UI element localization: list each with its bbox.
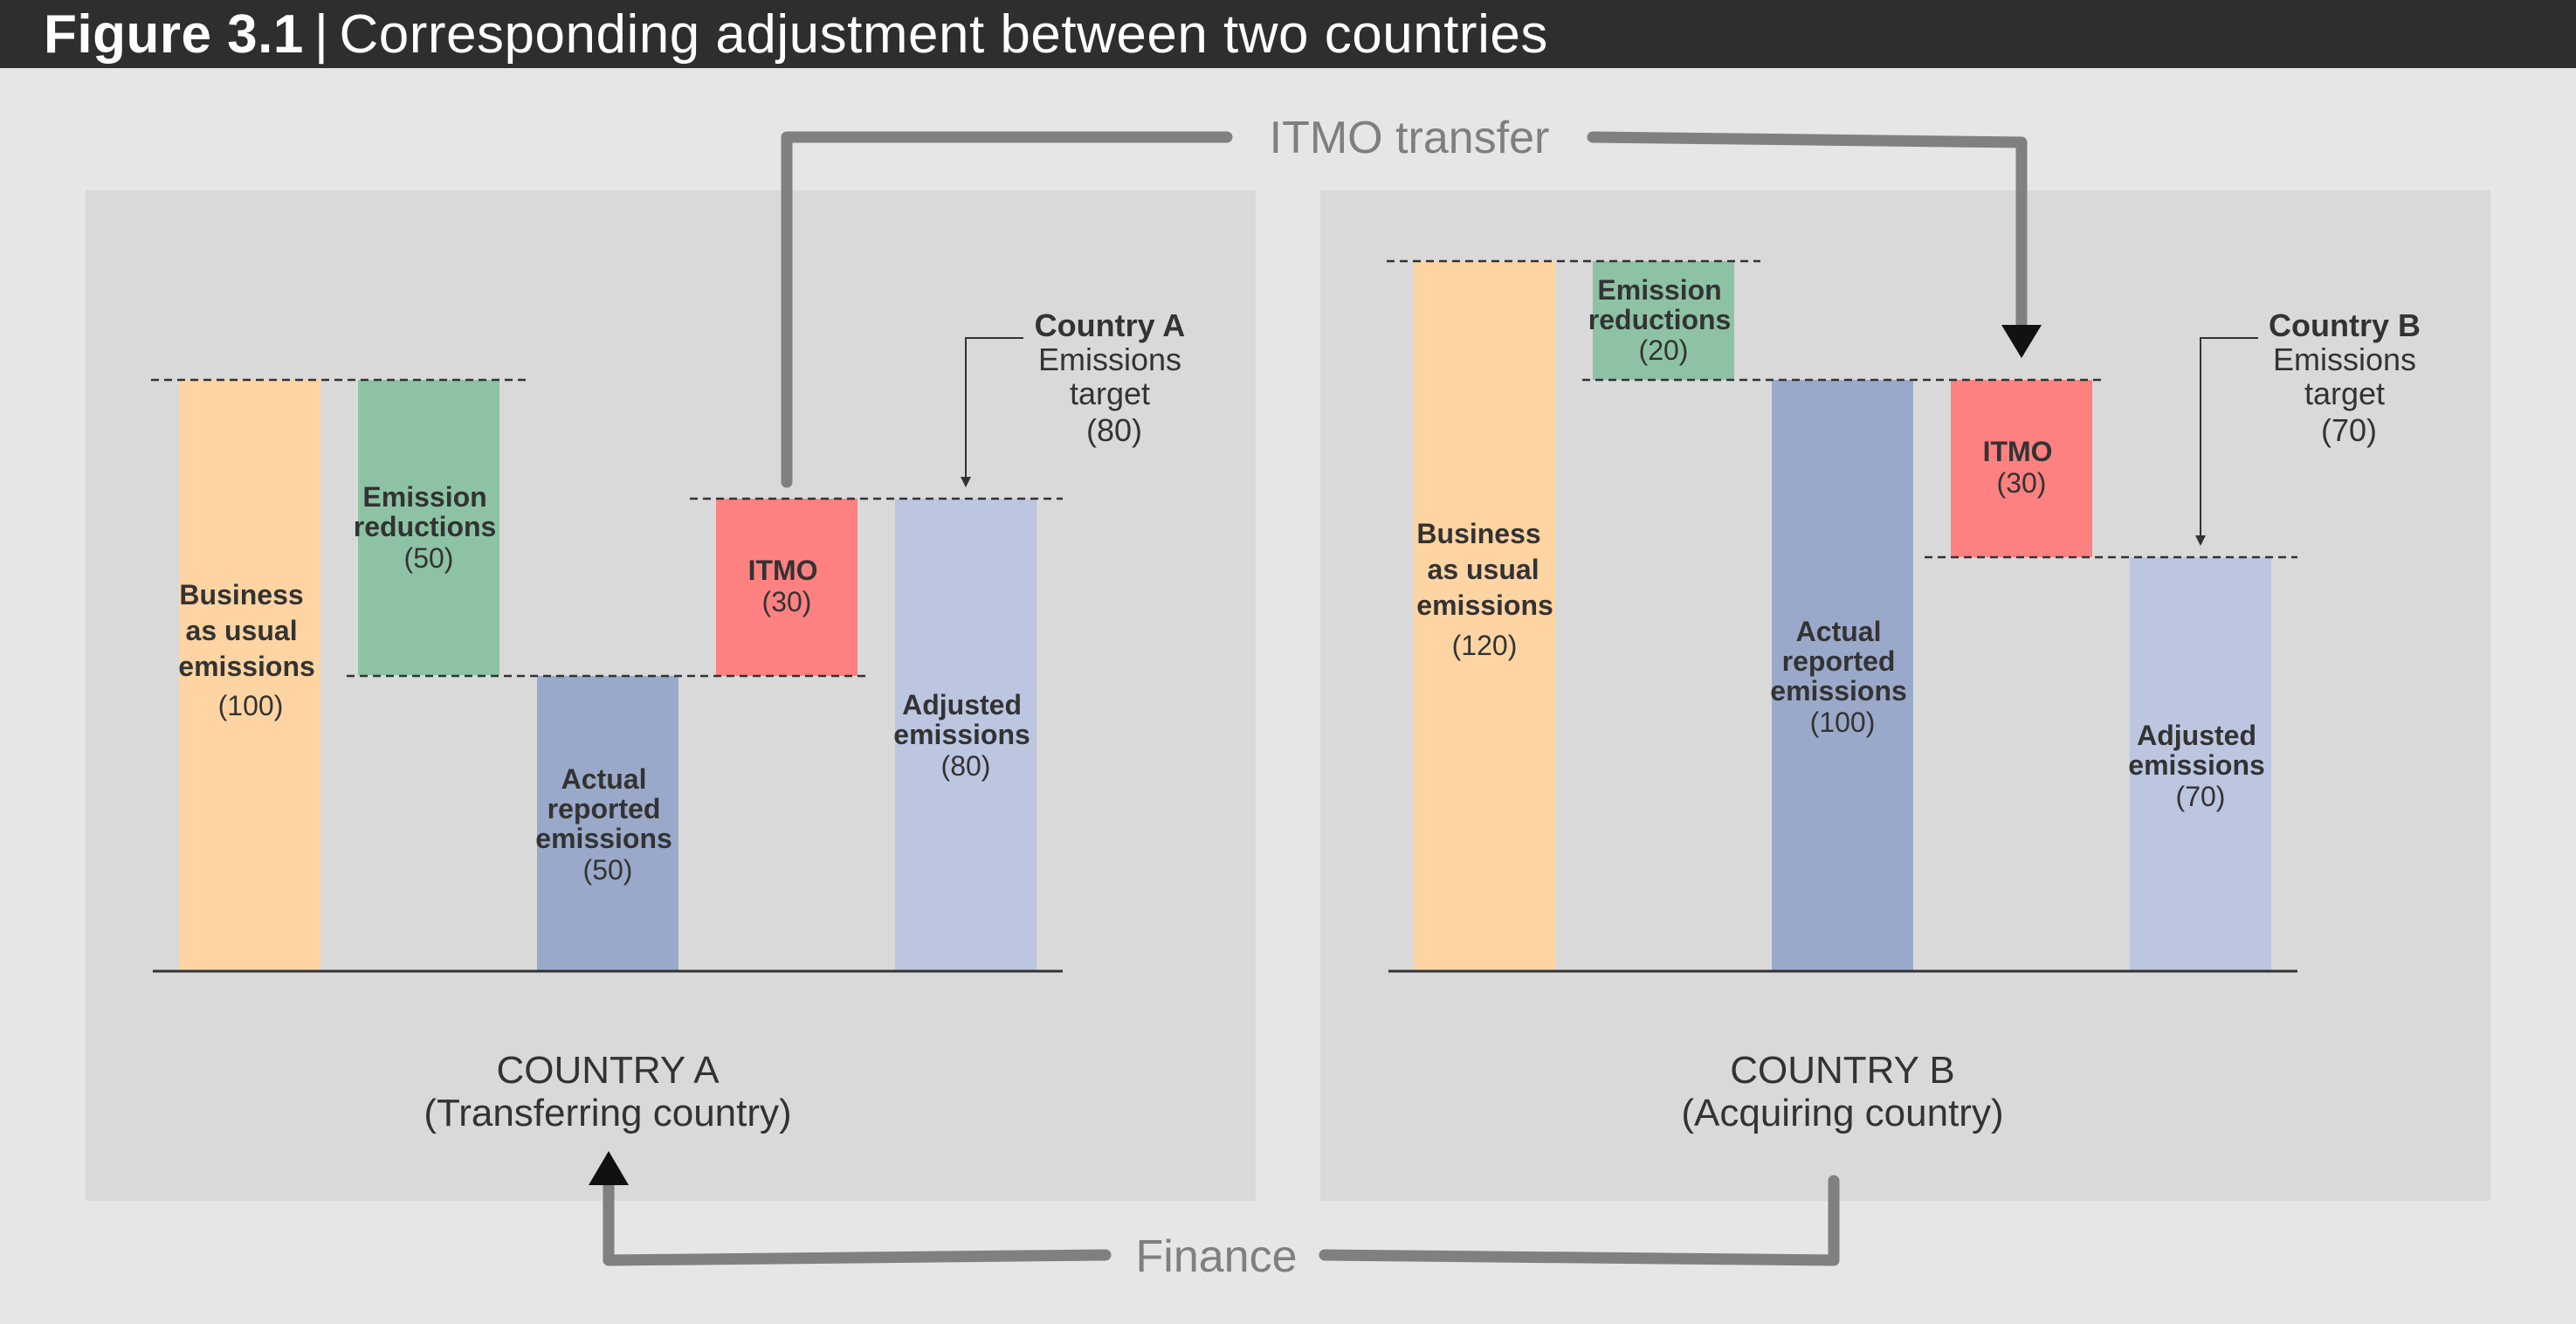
country-b-itmo-label: ITMO (30)	[1983, 436, 2061, 499]
country-b-chart: Business as usual emissions (120) Emissi…	[1387, 259, 2429, 1134]
country-a-actual-label: Actual reported emissions (50)	[535, 763, 679, 886]
country-b-bau-label: Business as usual emissions (120)	[1416, 518, 1560, 661]
itmo-transfer-arrow-left	[781, 131, 1233, 488]
country-a-target-label: Country A Emissions target (80)	[1035, 307, 1195, 448]
country-a-actual-bar	[537, 676, 678, 971]
country-b-actual-bar	[1772, 380, 1913, 971]
title-separator: |	[313, 3, 329, 65]
figure-title-text: Corresponding adjustment between two cou…	[339, 3, 1548, 65]
figure-label: Figure 3.1	[44, 3, 304, 65]
header-bar: Figure 3.1 | Corresponding adjustment betw…	[0, 0, 2576, 68]
country-a-adjusted-bar	[895, 499, 1037, 971]
itmo-transfer-label: ITMO transfer	[1270, 113, 1550, 163]
finance-arrow-left	[603, 1177, 1112, 1266]
country-b-reductions-label: Emission reductions (20)	[1588, 274, 1739, 366]
country-a-reductions-label: Emission reductions (50)	[354, 481, 504, 574]
itmo-transfer-arrowhead	[2001, 325, 2042, 358]
country-a-itmo-bar	[716, 499, 858, 676]
country-b-reductions-bar	[1593, 261, 1734, 380]
itmo-transfer-arrow-right	[1587, 131, 2028, 331]
figure-title: Figure 3.1 | Corresponding adjustment betw…	[0, 3, 1548, 66]
country-b-bau-bar	[1414, 261, 1555, 971]
finance-arrow-right	[1319, 1175, 1840, 1266]
country-b-role: (Acquiring country)	[1681, 1092, 2003, 1134]
country-a-role: (Transferring country)	[424, 1092, 791, 1134]
country-a-itmo-label: ITMO (30)	[748, 555, 826, 617]
country-a-reductions-bar	[358, 380, 499, 675]
country-a-target-pointer	[965, 337, 1023, 479]
finance-label: Finance	[1136, 1231, 1298, 1282]
country-a-adjusted-label: Adjusted emissions (80)	[893, 689, 1037, 782]
country-a-chart: Business as usual emissions (100) Emissi…	[151, 307, 1195, 1134]
country-b-itmo-bar	[1951, 380, 2092, 557]
country-b-target-pointer-head	[2195, 535, 2206, 546]
country-b-name: COUNTRY B	[1730, 1049, 1955, 1092]
country-b-adjusted-bar	[2130, 557, 2271, 971]
country-a-name: COUNTRY A	[496, 1049, 720, 1092]
country-a-bau-label: Business as usual emissions (100)	[178, 579, 322, 721]
finance-arrowhead	[589, 1151, 629, 1185]
country-b-adjusted-label: Adjusted emissions (70)	[2128, 720, 2272, 812]
country-b-target-label: Country B Emissions target (70)	[2269, 307, 2429, 448]
country-a-bau-bar	[179, 380, 320, 971]
country-b-actual-label: Actual reported emissions (100)	[1770, 616, 1914, 738]
country-b-target-pointer	[2200, 337, 2258, 537]
country-a-target-pointer-head	[961, 477, 971, 487]
